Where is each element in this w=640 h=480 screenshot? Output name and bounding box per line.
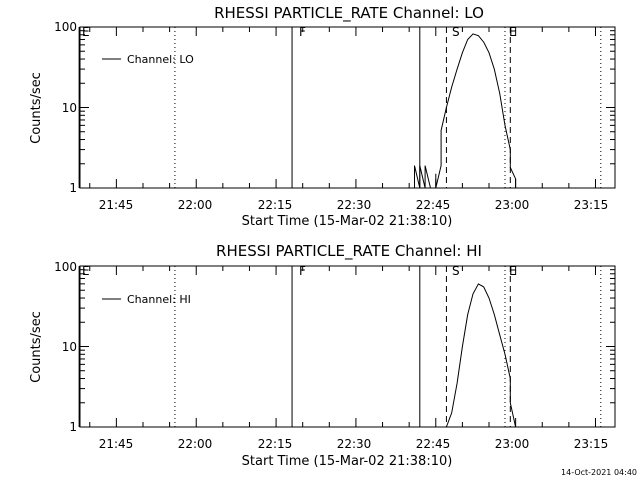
chart-lo-x-tick-label: 23:15 — [574, 198, 609, 212]
chart-lo-marker-label: S — [452, 25, 460, 39]
chart-lo-x-tick-label: 23:00 — [495, 198, 530, 212]
chart-lo-x-axis-label: Start Time (15-Mar-02 21:38:10) — [242, 214, 453, 229]
chart-hi-marker-label: S — [452, 264, 460, 278]
chart-lo-y-tick-label: 1 — [69, 181, 77, 195]
chart-hi-legend-label: Channel: HI — [127, 293, 191, 306]
chart-lo-title: RHESSI PARTICLE_RATE Channel: LO — [214, 4, 484, 23]
chart-lo-y-tick-label: 10 — [62, 101, 77, 115]
chart-hi-x-axis-label: Start Time (15-Mar-02 21:38:10) — [242, 454, 453, 469]
chart-lo-plot-frame — [79, 26, 616, 189]
chart-lo-legend-label: Channel: LO — [127, 53, 194, 66]
chart-hi-x-tick-label: 22:15 — [258, 437, 293, 451]
chart-hi-x-tick-label: 22:00 — [178, 437, 213, 451]
chart-lo-y-tick-label: 100 — [54, 20, 77, 34]
chart-hi-plot-frame — [79, 265, 616, 428]
chart-lo-x-tick-label: 22:30 — [337, 198, 372, 212]
chart-hi-x-tick-label: 21:45 — [99, 437, 134, 451]
chart-lo-x-tick-label: 22:00 — [178, 198, 213, 212]
chart-lo-x-tick-label: 22:45 — [416, 198, 451, 212]
chart-hi-x-tick-label: 22:45 — [416, 437, 451, 451]
footer-timestamp: 14-Oct-2021 04:40 — [561, 468, 637, 477]
chart-lo-marker-label: E — [82, 25, 90, 39]
chart-hi-x-tick-label: 23:15 — [574, 437, 609, 451]
chart-lo-x-tick-label: 21:45 — [99, 198, 134, 212]
chart-hi-x-tick-label: 22:30 — [337, 437, 372, 451]
chart-lo-marker-label: E — [509, 25, 517, 39]
chart-hi-x-tick-label: 23:00 — [495, 437, 530, 451]
chart-hi-title: RHESSI PARTICLE_RATE Channel: HI — [216, 242, 482, 261]
chart-hi-y-tick-label: 100 — [54, 260, 77, 274]
chart-lo-panel: RHESSI PARTICLE_RATE Channel: LO Counts/… — [29, 4, 616, 229]
chart-hi-marker-label: E — [509, 264, 517, 278]
chart-hi-y-tick-label: 1 — [69, 420, 77, 434]
chart-hi-panel: RHESSI PARTICLE_RATE Channel: HI Counts/… — [29, 242, 616, 469]
chart-hi-marker-label: E — [82, 264, 90, 278]
chart-hi-y-tick-label: 10 — [62, 340, 77, 354]
chart-hi-y-axis-label: Counts/sec — [29, 311, 44, 383]
chart-lo-x-tick-label: 22:15 — [258, 198, 293, 212]
chart-lo-y-axis-label: Counts/sec — [29, 72, 44, 144]
chart-lo-series-line — [414, 33, 517, 189]
chart-hi-series-line — [445, 283, 517, 428]
